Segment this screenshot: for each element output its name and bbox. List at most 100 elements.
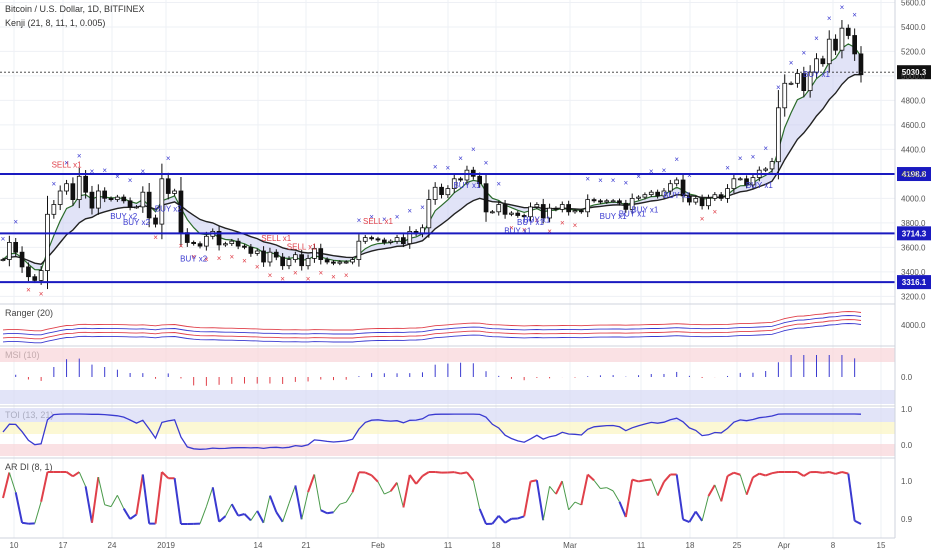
ranger-band (2, 323, 862, 344)
toi-mid-zone (0, 422, 895, 434)
candle-body (248, 246, 254, 254)
ardi-segment (568, 501, 576, 511)
trend-mark: × (649, 167, 654, 176)
ardi-segment (110, 495, 118, 507)
ardi-segment (14, 492, 24, 523)
candle-body (229, 240, 235, 244)
trend-mark: × (90, 167, 95, 176)
ardi-segment (269, 495, 278, 513)
trend-mark: × (115, 172, 120, 181)
candle-body (763, 168, 769, 171)
candle-body (483, 183, 489, 213)
time-tick-label: 18 (492, 541, 501, 550)
candle-body (394, 237, 400, 242)
trend-mark: × (725, 164, 730, 173)
ardi-segment (173, 478, 182, 525)
ardi-segment (535, 480, 545, 521)
ardi-segment (282, 503, 290, 523)
ardi-segment (745, 476, 754, 496)
trend-mark: × (636, 172, 641, 181)
signal-label: BUY x1 (663, 191, 691, 200)
ardi-segment (707, 484, 716, 497)
signal-label: BUY x1 (523, 215, 551, 224)
signal-label: BUY x1 (619, 209, 647, 218)
candle-body (712, 194, 718, 199)
trend-mark: × (13, 217, 18, 226)
trend-mark: × (52, 179, 57, 188)
trend-mark: × (280, 275, 285, 284)
ardi-segment (141, 474, 151, 524)
toi-lower-zone (0, 444, 895, 456)
trend-mark: × (814, 34, 819, 43)
ranger-band (2, 315, 862, 336)
ardi-segment (301, 491, 309, 520)
trend-mark: × (801, 48, 806, 57)
candle-body (776, 107, 781, 163)
candle-body (242, 245, 247, 248)
ardi-segment (345, 491, 353, 503)
trend-mark: × (407, 206, 412, 215)
trend-mark: × (128, 176, 133, 185)
price-tick-label: 5600.0 (901, 0, 926, 7)
toi-upper-zone (0, 408, 895, 422)
candle-body (38, 270, 44, 281)
trend-mark: × (598, 176, 603, 185)
candle-body (108, 197, 114, 200)
signal-label: BUY x1 (453, 181, 481, 190)
trend-mark: × (624, 178, 629, 187)
candle-body (273, 251, 279, 258)
ardi-segment (408, 474, 417, 485)
candle-body (51, 204, 57, 215)
ardi-segment (638, 479, 646, 483)
ardi-segment (351, 471, 360, 493)
candle-body (852, 35, 858, 55)
ardi-segment (606, 487, 614, 492)
ardi-segment (78, 471, 87, 487)
time-tick-label: 15 (877, 541, 886, 550)
candle-body (197, 243, 203, 247)
ardi-segment (733, 471, 741, 476)
ardi-segment (243, 513, 252, 522)
price-tick-label: 3200.0 (901, 292, 926, 301)
candle-body (833, 38, 838, 51)
trend-mark: × (39, 289, 44, 298)
candle-body (489, 211, 495, 214)
price-tick-label: 4600.0 (901, 121, 926, 130)
candle-body (235, 240, 241, 247)
trend-mark: × (293, 269, 298, 278)
support-resistance-levels: 4198.8 3714.3 3316.1 5030.3 (0, 65, 931, 290)
signal-label: BUY x2 (155, 204, 183, 213)
ardi-segment (333, 503, 341, 513)
price-tick-label: 3400.0 (901, 268, 926, 277)
ardi-segment (841, 471, 849, 475)
ardi-segment (835, 471, 843, 475)
candle-body (744, 178, 749, 186)
time-tick-label: Feb (371, 541, 385, 550)
ardi-segment (211, 487, 221, 522)
trend-mark: × (64, 159, 69, 168)
msi-lower-zone (0, 390, 895, 404)
ardi-segment (364, 471, 373, 477)
ardi-segment (720, 475, 729, 502)
ardi-segment (135, 474, 144, 515)
ardi-segment (561, 481, 570, 510)
time-tick-label: 10 (10, 541, 19, 550)
ardi-segment (205, 487, 214, 507)
ranger-band (2, 311, 862, 332)
time-tick-label: 24 (108, 541, 117, 550)
signal-label: BUY x2 (110, 212, 138, 221)
ardi-segment (644, 478, 652, 482)
candle-body (223, 243, 228, 246)
ardi-segment (549, 486, 557, 495)
ardi-segment (230, 503, 240, 517)
candle-body (102, 190, 107, 199)
trend-mark: × (420, 203, 425, 212)
candle-body (343, 261, 349, 264)
candle-body (826, 38, 832, 65)
candle-body (337, 261, 343, 264)
candle-body (579, 210, 584, 213)
signal-label: SELL x1 (287, 243, 317, 252)
ardi-segment (530, 479, 538, 483)
trend-mark: × (700, 215, 705, 224)
